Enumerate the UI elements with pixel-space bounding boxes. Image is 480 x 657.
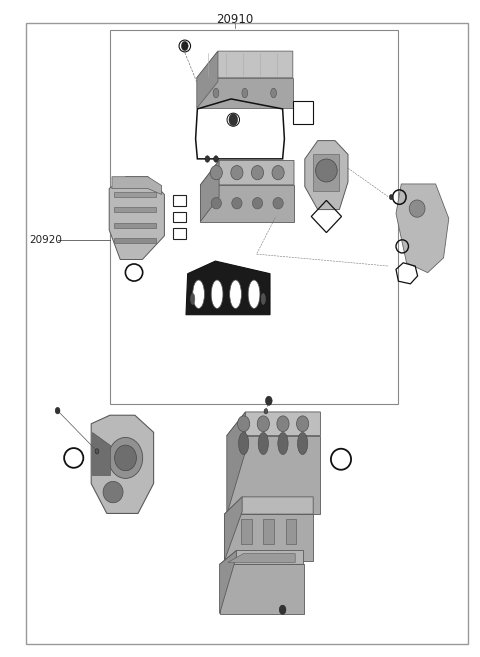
Polygon shape xyxy=(114,238,156,243)
Ellipse shape xyxy=(210,166,222,180)
Polygon shape xyxy=(200,160,294,185)
Ellipse shape xyxy=(252,166,264,180)
Ellipse shape xyxy=(277,416,289,432)
Circle shape xyxy=(181,41,188,51)
Ellipse shape xyxy=(316,159,337,182)
Circle shape xyxy=(205,156,210,162)
Ellipse shape xyxy=(213,88,219,98)
Circle shape xyxy=(265,396,272,405)
Ellipse shape xyxy=(258,432,268,455)
Polygon shape xyxy=(228,554,295,562)
Circle shape xyxy=(264,409,268,414)
Circle shape xyxy=(229,114,238,125)
Polygon shape xyxy=(220,564,304,614)
Polygon shape xyxy=(114,223,156,227)
Polygon shape xyxy=(220,551,304,564)
Ellipse shape xyxy=(229,280,241,308)
Text: 20920: 20920 xyxy=(29,235,61,245)
Ellipse shape xyxy=(298,432,308,455)
Ellipse shape xyxy=(108,438,143,478)
Polygon shape xyxy=(225,497,242,561)
Polygon shape xyxy=(197,78,293,108)
Polygon shape xyxy=(93,432,110,475)
Polygon shape xyxy=(114,192,156,197)
Polygon shape xyxy=(186,261,270,315)
Polygon shape xyxy=(200,160,219,221)
Ellipse shape xyxy=(248,280,260,308)
Circle shape xyxy=(389,194,393,200)
Circle shape xyxy=(95,449,99,454)
Polygon shape xyxy=(227,436,321,514)
Ellipse shape xyxy=(272,166,284,180)
Ellipse shape xyxy=(192,280,204,308)
Polygon shape xyxy=(241,519,252,544)
Circle shape xyxy=(279,605,286,614)
Polygon shape xyxy=(114,208,156,212)
Circle shape xyxy=(214,156,218,162)
Ellipse shape xyxy=(409,200,425,217)
Polygon shape xyxy=(112,177,162,194)
Ellipse shape xyxy=(211,198,221,209)
Ellipse shape xyxy=(273,198,283,209)
Polygon shape xyxy=(220,551,237,614)
Polygon shape xyxy=(227,412,245,514)
Ellipse shape xyxy=(242,88,248,98)
Ellipse shape xyxy=(232,198,242,209)
Polygon shape xyxy=(91,415,154,514)
Ellipse shape xyxy=(191,294,195,304)
Circle shape xyxy=(55,407,60,414)
Ellipse shape xyxy=(238,416,250,432)
Polygon shape xyxy=(225,497,313,514)
Ellipse shape xyxy=(211,280,223,308)
Polygon shape xyxy=(286,519,296,544)
Polygon shape xyxy=(227,412,321,436)
Polygon shape xyxy=(396,184,449,273)
Polygon shape xyxy=(197,51,218,108)
Ellipse shape xyxy=(103,482,123,503)
Polygon shape xyxy=(109,177,164,260)
Ellipse shape xyxy=(271,88,276,98)
Ellipse shape xyxy=(115,445,136,470)
Polygon shape xyxy=(305,141,348,210)
Ellipse shape xyxy=(278,432,288,455)
Polygon shape xyxy=(225,514,313,561)
Ellipse shape xyxy=(252,198,263,209)
Polygon shape xyxy=(313,154,339,191)
Polygon shape xyxy=(200,185,294,221)
Ellipse shape xyxy=(231,166,243,180)
Polygon shape xyxy=(197,51,293,78)
Polygon shape xyxy=(264,519,274,544)
Ellipse shape xyxy=(239,432,249,455)
Ellipse shape xyxy=(257,416,269,432)
Ellipse shape xyxy=(261,294,265,304)
Ellipse shape xyxy=(297,416,309,432)
Text: 20910: 20910 xyxy=(216,13,254,26)
